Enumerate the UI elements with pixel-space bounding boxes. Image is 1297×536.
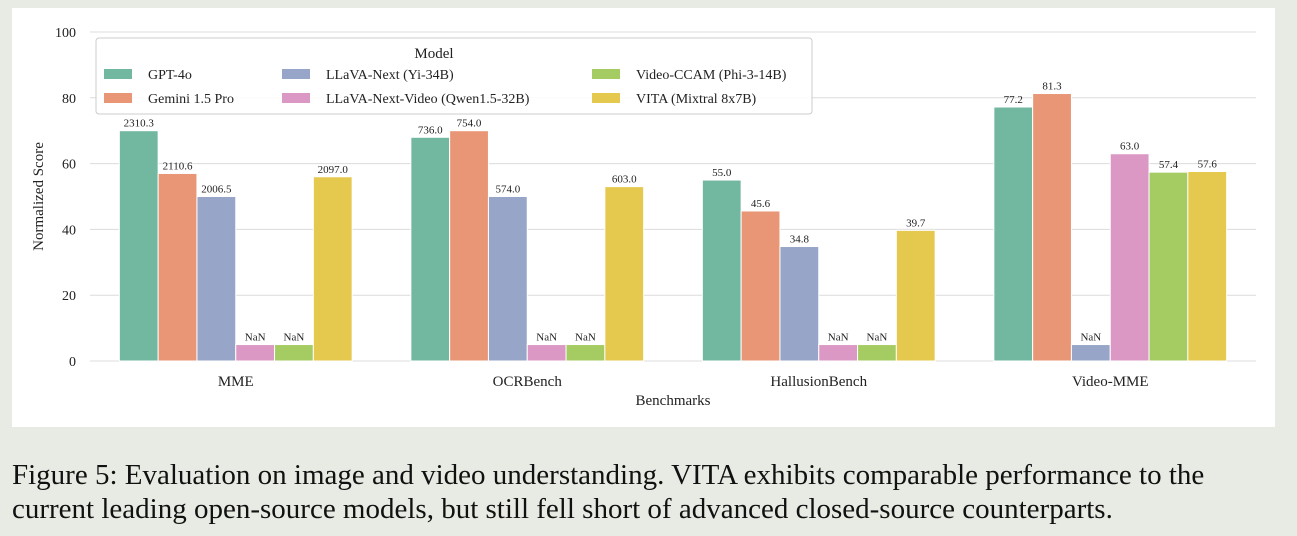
bar [449, 130, 489, 362]
y-axis-label: Normalized Score [31, 142, 47, 251]
y-tick-label: 100 [55, 26, 76, 41]
legend-box [95, 37, 813, 115]
legend-entry-label: LLaVA-Next (Yi-34B) [326, 68, 454, 83]
bar [274, 344, 314, 362]
y-tick-label: 20 [62, 289, 76, 304]
bar-data-label: 39.7 [906, 217, 926, 229]
bar-data-label: NaN [828, 332, 849, 344]
bar [118, 130, 159, 362]
bar-data-label: NaN [867, 332, 888, 344]
bar [701, 179, 742, 362]
legend-swatch [592, 93, 620, 103]
bar [526, 344, 567, 362]
y-tick-label: 80 [62, 92, 76, 107]
bar-data-label: NaN [245, 332, 266, 344]
x-tick-label: MME [218, 374, 254, 390]
bar [993, 106, 1034, 362]
x-axis-label: Benchmarks [636, 393, 711, 409]
bar-data-label: 57.6 [1198, 158, 1218, 170]
legend-entry-label: GPT-4o [148, 68, 192, 83]
legend-entry-label: LLaVA-Next-Video (Qwen1.5-32B) [326, 92, 530, 107]
legend-entry-label: Video-CCAM (Phi-3-14B) [636, 68, 787, 83]
bar-data-label: 57.4 [1159, 159, 1179, 171]
bar-data-label: 2097.0 [318, 164, 349, 176]
bar [895, 229, 936, 362]
bar [818, 344, 859, 362]
y-tick-label: 0 [69, 355, 76, 370]
bar [1187, 170, 1228, 362]
x-tick-label: Video-MME [1072, 374, 1149, 390]
legend-swatch [282, 69, 310, 79]
bar [1032, 93, 1072, 362]
bar-data-label: 63.0 [1120, 141, 1140, 153]
bar [196, 196, 237, 362]
bar [487, 196, 528, 362]
bar-data-label: 2310.3 [124, 118, 155, 130]
y-tick-label: 60 [62, 158, 76, 173]
bar-data-label: 2006.5 [201, 184, 232, 196]
bar-data-label: 34.8 [790, 234, 810, 246]
legend-swatch [282, 93, 310, 103]
bar-data-label: 574.0 [495, 184, 520, 196]
bar-data-label: NaN [1080, 332, 1101, 344]
bar [410, 136, 451, 362]
bar [157, 172, 198, 362]
chart-panel: 0 20 40 60 80 100 Normalized Score 2310.3 2110.6… [12, 8, 1275, 427]
bar [565, 344, 606, 362]
legend-entry-label: Gemini 1.5 Pro [148, 92, 234, 107]
y-tick-label: 40 [62, 223, 76, 238]
bar [1148, 171, 1189, 362]
bar [857, 344, 897, 362]
x-tick-label: OCRBench [493, 374, 563, 390]
bar-data-label: 77.2 [1004, 94, 1023, 106]
bar-data-label: 81.3 [1042, 81, 1062, 93]
bar-data-label: NaN [575, 332, 596, 344]
bar [312, 176, 353, 362]
bar [1070, 344, 1111, 362]
bar [1109, 153, 1150, 362]
bar-data-label: NaN [284, 332, 305, 344]
legend-swatch [104, 93, 132, 103]
bar-data-label: 55.0 [712, 167, 732, 179]
bar [235, 344, 276, 362]
bar [779, 246, 820, 362]
legend-title: Model [414, 46, 453, 62]
bar-data-label: 45.6 [751, 198, 771, 210]
legend-swatch [104, 69, 132, 79]
bar [740, 210, 781, 362]
bar-data-label: 736.0 [418, 124, 443, 136]
bar-data-label: 754.0 [457, 118, 482, 130]
bar [604, 186, 645, 362]
bar-data-label: 2110.6 [163, 160, 193, 172]
bar-data-label: 603.0 [612, 174, 637, 186]
figure-caption: Figure 5: Evaluation on image and video … [12, 459, 1205, 525]
legend-swatch [592, 69, 620, 79]
bar-data-label: NaN [536, 332, 557, 344]
bar-chart: 0 20 40 60 80 100 Normalized Score 2310.3 2110.6… [31, 26, 1256, 409]
legend-entry-label: VITA (Mixtral 8x7B) [636, 92, 757, 107]
x-tick-label: HallusionBench [770, 374, 867, 390]
